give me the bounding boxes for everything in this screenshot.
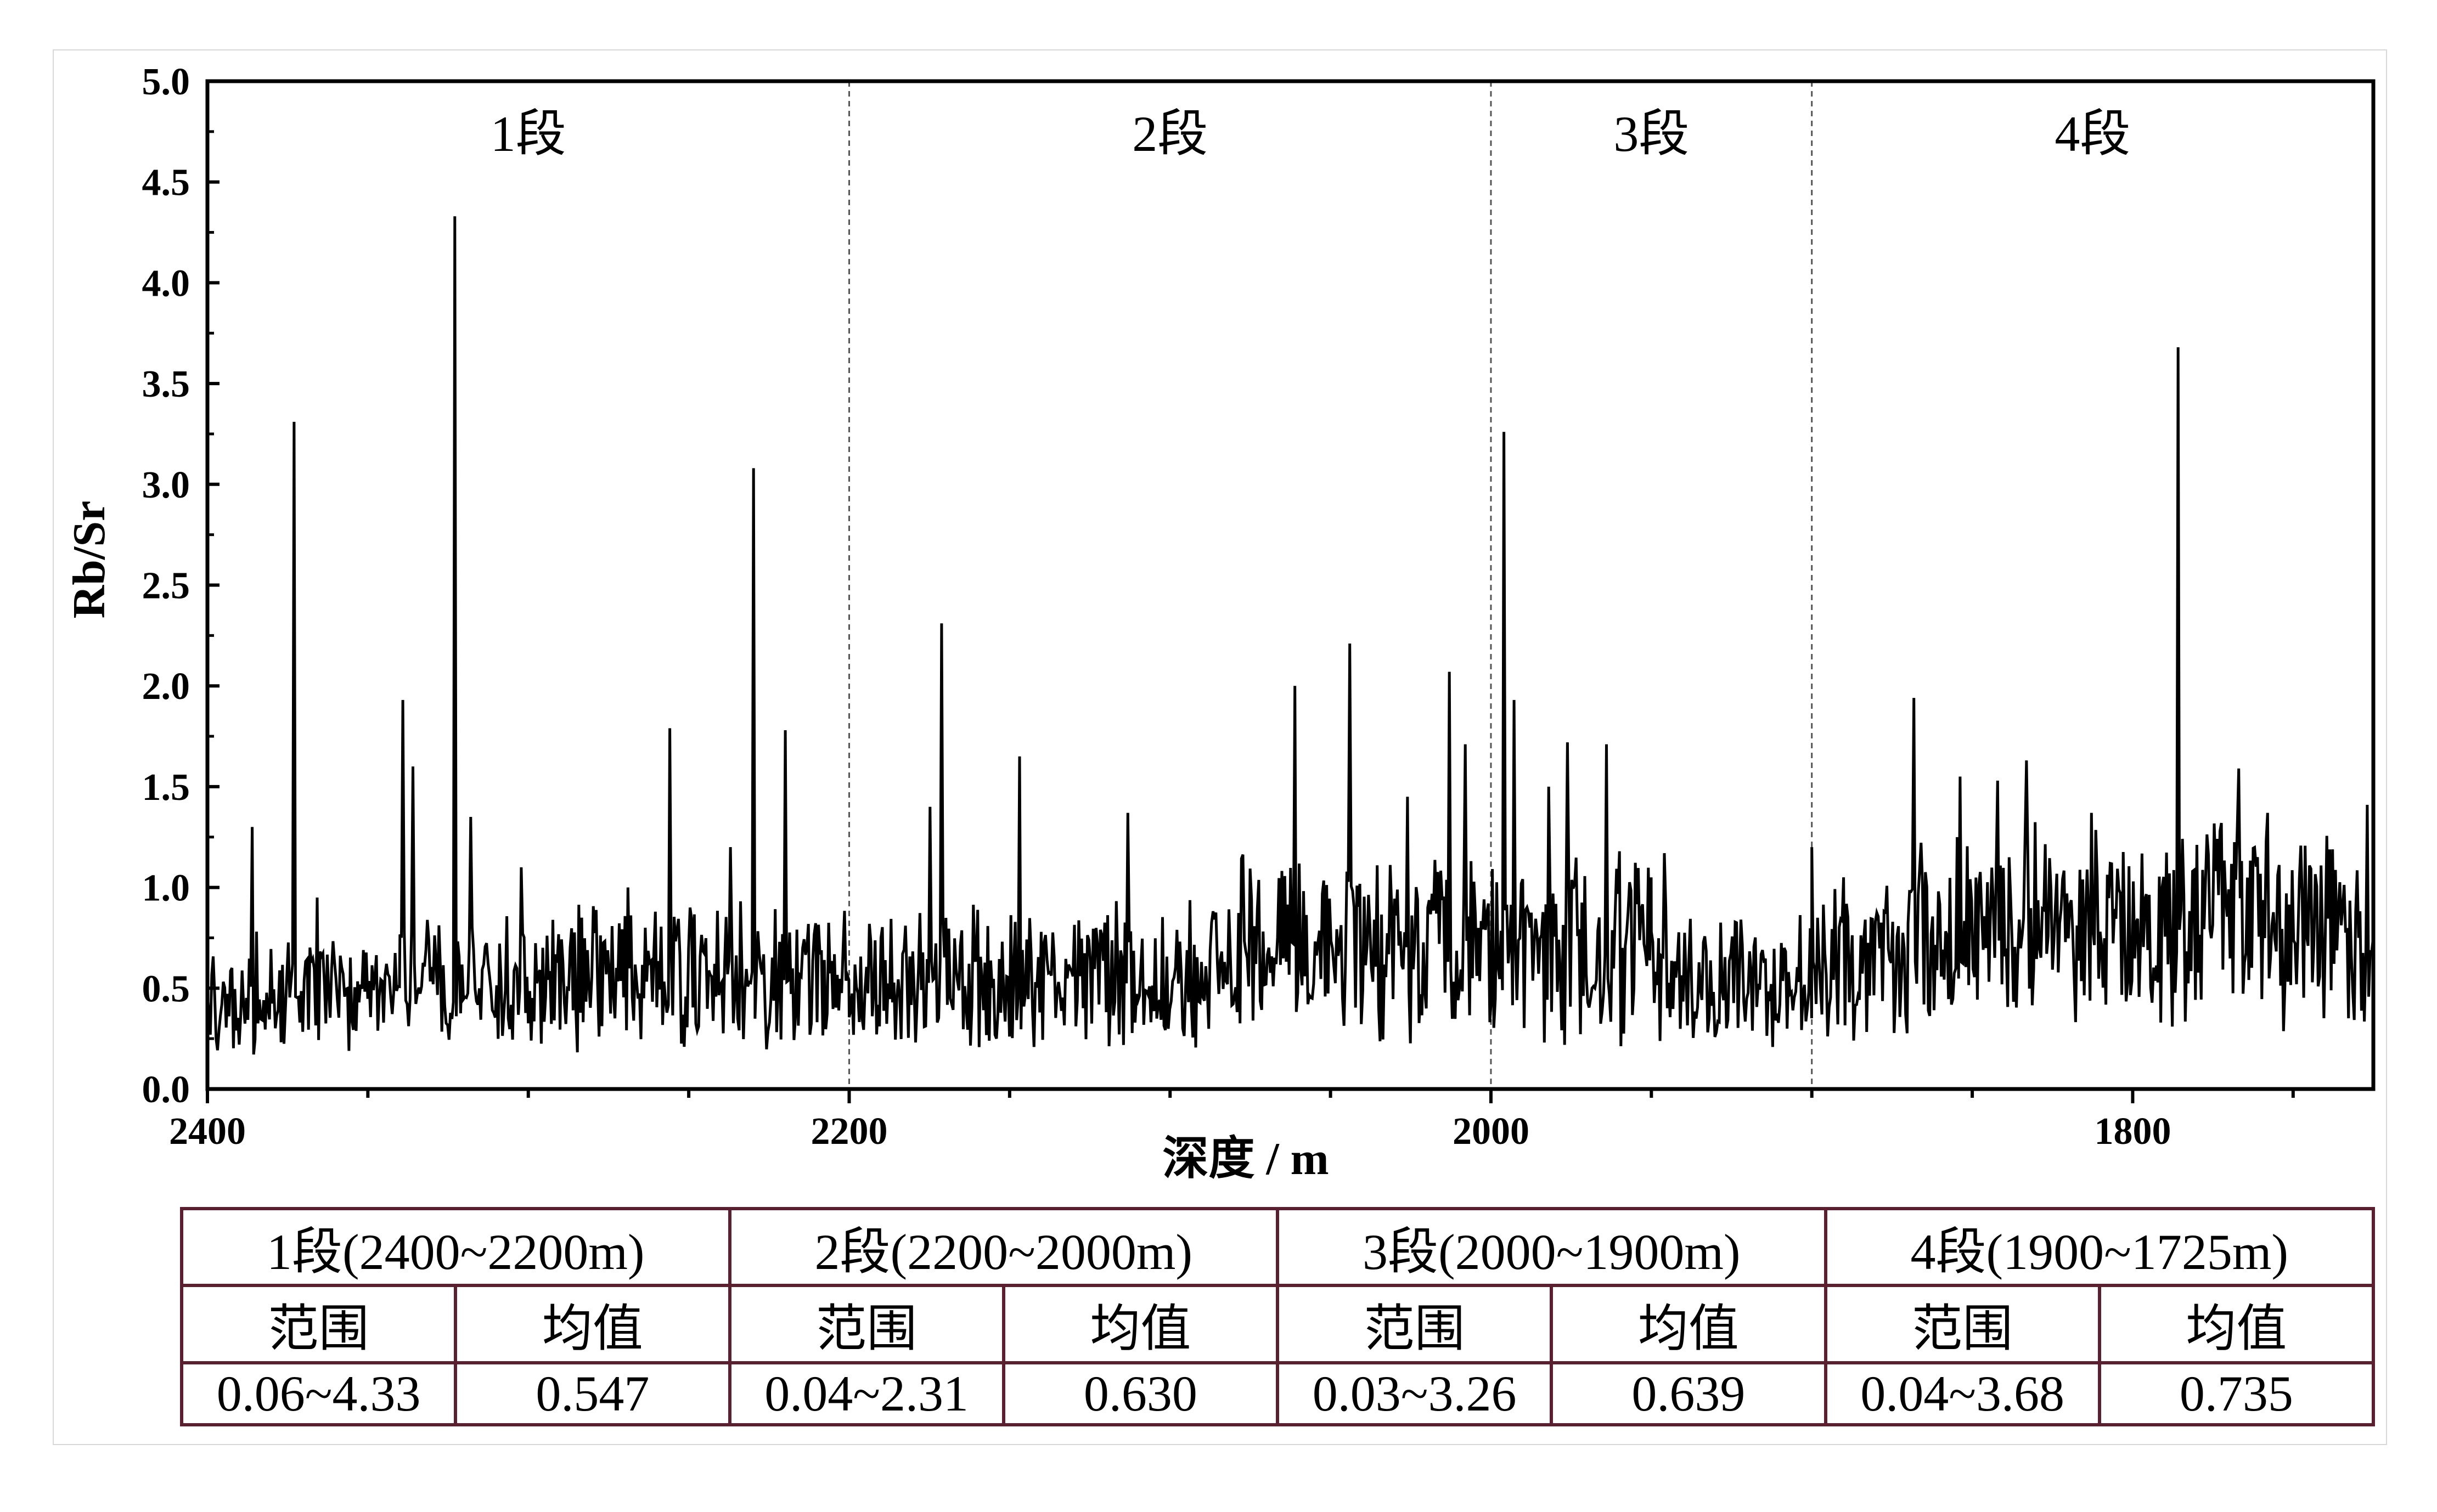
segment-layer: 1段 2段 3段 4段 [491,81,2130,1089]
subheader-range: 范围 [728,1284,1005,1364]
segment-2-header: 2段(2200~2000m) [728,1206,1279,1288]
mean-value: 0.630 [1001,1361,1280,1427]
range-value: 0.04~3.68 [1823,1361,2101,1427]
subheader-mean: 均值 [1001,1284,1280,1364]
y-tick-label: 3.5 [142,363,190,405]
y-axis-title: Rb/Sr [64,501,115,619]
segment-4-header: 4段(1900~1725m) [1823,1206,2375,1288]
subheader-range: 范围 [1823,1284,2101,1364]
range-value: 0.04~2.31 [728,1361,1005,1427]
x-tick-label: 2000 [1453,1110,1529,1153]
y-tick-label: 1.5 [142,766,190,809]
x-tick-label: 2400 [169,1110,246,1153]
subheader-range: 范围 [179,1284,458,1364]
x-tick-label: 1800 [2094,1110,2171,1153]
x-axis-title: 深度 / m [1162,1133,1329,1184]
subheader-range: 范围 [1275,1284,1554,1364]
range-value: 0.06~4.33 [179,1361,458,1427]
segment-label: 3段 [1613,106,1689,162]
rb-sr-series-line [206,216,2374,1055]
segment-1-header: 1段(2400~2200m) [180,1206,731,1288]
y-tick-label: 1.0 [142,867,190,910]
series-layer [206,216,2374,1055]
table-header-row: 1段(2400~2200m) 2段(2200~2000m) 3段(2000~19… [180,1206,2375,1288]
segment-label: 1段 [491,106,566,162]
segment-3-header: 3段(2000~1900m) [1276,1206,1827,1288]
mean-value: 0.735 [2097,1361,2376,1427]
subheader-mean: 均值 [1550,1284,1827,1364]
y-tick-label: 0.5 [142,968,190,1010]
y-tick-label: 2.5 [142,565,190,607]
y-tick-label: 2.0 [142,665,190,708]
y-tick-label: 4.5 [142,162,190,204]
y-tick-label: 5.0 [142,61,190,103]
mean-value: 0.639 [1550,1361,1827,1427]
axes-layer: 0.0 0.5 1.0 1.5 2.0 2.5 3.0 3.5 4.0 4.5 5.0 2400 220… [142,61,2376,1153]
mean-value: 0.547 [454,1361,731,1427]
statistics-table: 1段(2400~2200m) 2段(2200~2000m) 3段(2000~19… [179,1206,2376,1427]
table-values-row: 0.06~4.33 0.547 0.04~2.31 0.630 0.03~3.2… [179,1361,2376,1427]
y-tick-label: 4.0 [142,262,190,304]
rb-sr-depth-chart: 1段 2段 3段 4段 0.0 0.5 1.0 1.5 2.0 2.5 3.0 3.5 4.0 4.5 5… [64,61,2376,1184]
y-tick-label: 0.0 [142,1069,190,1111]
range-value: 0.03~3.26 [1275,1361,1554,1427]
table-subheader-row: 范围 均值 范围 均值 范围 均值 范围 均值 [179,1284,2376,1364]
y-tick-label: 3.0 [142,464,190,506]
x-tick-label: 2200 [811,1110,887,1153]
segment-label: 4段 [2055,106,2130,162]
segment-label: 2段 [1132,106,1208,162]
subheader-mean: 均值 [454,1284,731,1364]
subheader-mean: 均值 [2097,1284,2376,1364]
